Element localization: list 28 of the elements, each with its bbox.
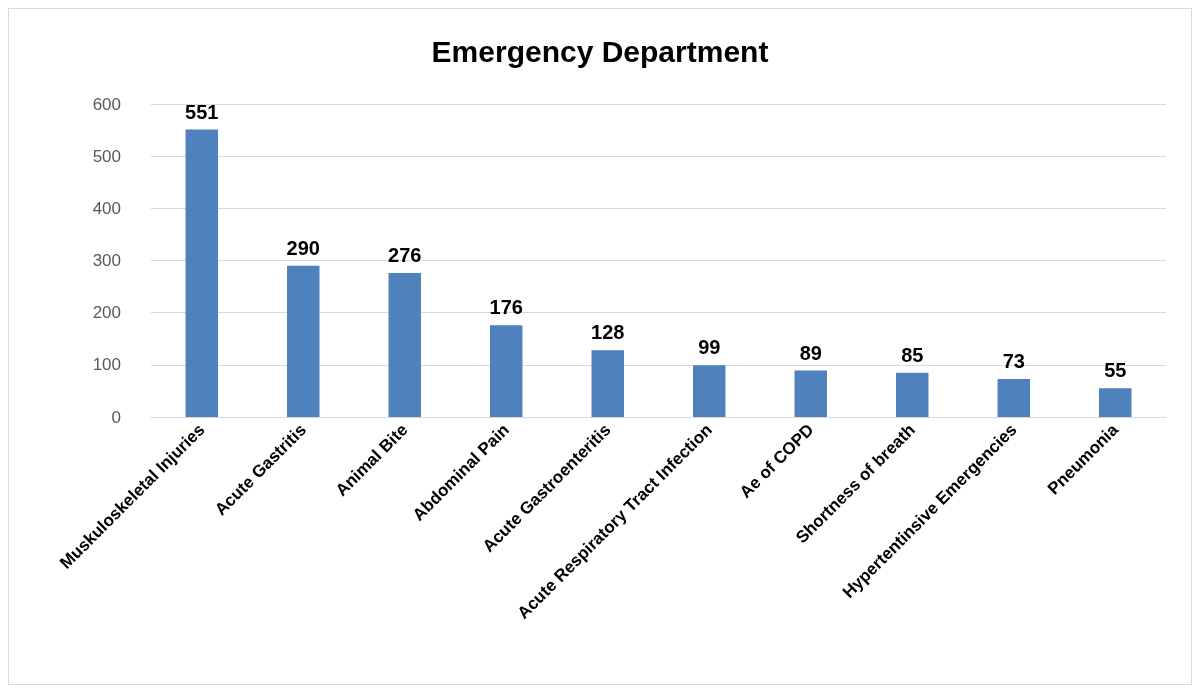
data-label: 290 [286,236,320,259]
y-tick-label: 400 [92,198,121,218]
y-tick-label: 300 [92,251,121,270]
bar [693,365,726,417]
bar [794,370,827,417]
data-label: 89 [799,341,822,364]
bar [185,129,218,417]
bar [997,378,1030,417]
data-label: 176 [489,296,523,319]
data-label: 276 [388,244,422,267]
y-tick-label: 500 [92,146,121,166]
bar [287,265,320,417]
data-label: 128 [591,321,625,344]
bar [896,372,929,417]
bar [490,325,523,417]
y-tick-label: 100 [92,355,121,375]
data-label: 85 [901,343,924,366]
y-tick-label: 200 [92,303,121,323]
data-label: 55 [1104,359,1127,382]
bar [591,350,624,417]
data-label: 99 [698,336,721,359]
bar [388,273,421,417]
bar [1099,388,1132,417]
y-tick-label: 600 [92,94,121,114]
data-label: 551 [185,100,219,123]
data-label: 73 [1002,349,1025,372]
chart-title: Emergency Department [431,34,769,68]
y-tick-label: 0 [111,407,121,427]
